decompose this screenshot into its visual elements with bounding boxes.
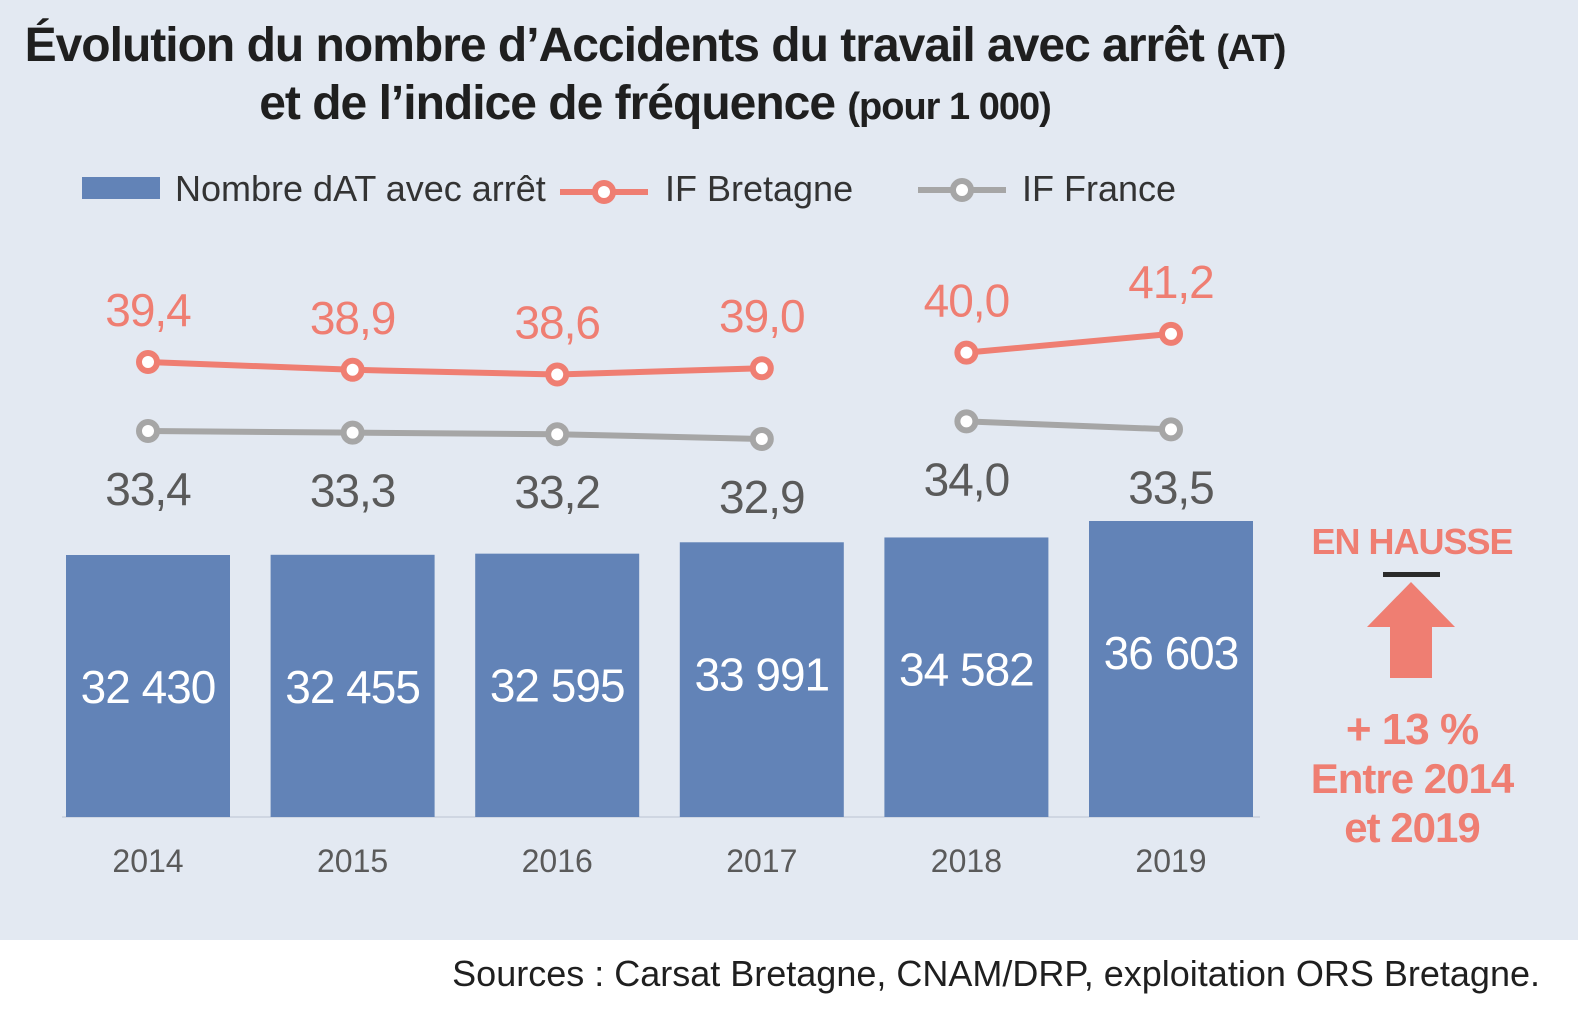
bar-value-label-2016: 32 595	[490, 660, 625, 712]
if-france-point-2017	[749, 427, 774, 451]
if-france-line-segment-2	[966, 418, 1172, 433]
bar-value-label-2018: 34 582	[899, 643, 1034, 695]
callout-value: + 13 %	[1346, 705, 1478, 754]
if-france-line-segment-1	[147, 428, 762, 442]
bar-value-label-2014: 32 430	[81, 661, 216, 713]
if-bretagne-point-2015	[340, 357, 365, 382]
legend-label-if-bretagne: IF Bretagne	[665, 168, 853, 209]
source-note: Sources : Carsat Bretagne, CNAM/DRP, exp…	[452, 953, 1540, 994]
if-bretagne-label-2014: 39,4	[105, 284, 191, 336]
if-bretagne-label-2017: 39,0	[719, 290, 805, 342]
if-bretagne-label-2018: 40,0	[924, 275, 1010, 327]
if-france-point-2014	[136, 419, 160, 443]
if-france-label-2014: 33,4	[105, 463, 191, 515]
bar-2016	[475, 553, 640, 817]
x-tick-label-2016: 2016	[522, 843, 593, 879]
if-bretagne-label-2015: 38,9	[310, 292, 396, 344]
if-bretagne-point-2014	[136, 350, 160, 374]
if-bretagne-line-segment-2	[966, 330, 1172, 356]
title-line-1-suffix: (AT)	[1216, 28, 1286, 70]
callout-text-line-1: Entre 2014	[1311, 755, 1515, 802]
x-tick-label-2017: 2017	[726, 843, 797, 879]
up-arrow-icon	[1367, 582, 1455, 678]
x-tick-label-2019: 2019	[1135, 843, 1206, 879]
bar-value-label-2017: 33 991	[694, 648, 829, 700]
title-line-2-suffix: (pour 1 000)	[847, 86, 1051, 128]
if-france-point-2018	[954, 409, 979, 434]
if-france-point-2016	[545, 422, 570, 447]
if-bretagne-line-segment-1	[147, 359, 762, 378]
bar-value-label-2015: 32 455	[285, 661, 420, 713]
if-france-label-2015: 33,3	[310, 465, 396, 517]
if-france-label-2017: 32,9	[719, 471, 805, 523]
if-france-label-2018: 34,0	[924, 453, 1010, 505]
legend-label-if-france: IF France	[1022, 168, 1176, 209]
bar-2015	[270, 554, 435, 817]
if-france-point-2015	[340, 420, 365, 445]
if-bretagne-label-2019: 41,2	[1128, 256, 1214, 308]
bar-2017	[679, 542, 844, 817]
if-bretagne-point-2016	[545, 362, 570, 387]
x-tick-label-2014: 2014	[112, 843, 183, 879]
if-france-label-2016: 33,2	[514, 466, 600, 518]
if-bretagne-label-2016: 38,6	[514, 296, 600, 348]
x-tick-label-2018: 2018	[931, 843, 1002, 879]
if-france-label-2019: 33,5	[1128, 461, 1214, 513]
x-tick-label-2015: 2015	[317, 843, 388, 879]
bar-2018	[884, 537, 1049, 817]
callout-text-line-2: et 2019	[1344, 804, 1479, 851]
legend-swatch-bars	[82, 177, 160, 199]
callout-heading: EN HAUSSE	[1311, 521, 1512, 562]
bar-2014	[66, 555, 230, 817]
if-bretagne-point-2018	[954, 340, 979, 365]
chart-title-line-1: Évolution du nombre d’Accidents du trava…	[0, 18, 1310, 73]
bar-value-label-2019: 36 603	[1104, 627, 1239, 679]
if-bretagne-point-2017	[749, 356, 774, 381]
legend-swatch-if-bretagne-marker	[592, 180, 616, 204]
chart-title-line-2: et de l’indice de fréquence (pour 1 000)	[0, 76, 1310, 131]
if-france-point-2019	[1159, 417, 1183, 442]
if-bretagne-point-2019	[1159, 321, 1183, 346]
bar-2019	[1089, 521, 1253, 817]
callout-divider	[1383, 572, 1440, 577]
legend-swatch-if-france-marker	[950, 178, 974, 202]
title-line-1-main: Évolution du nombre d’Accidents du trava…	[24, 19, 1205, 72]
chart: 32 430 2014 32 455 2015 32 595 2016 33 991 2017…	[62, 168, 1516, 879]
legend-label-bars: Nombre dAT avec arrêt	[175, 168, 546, 209]
title-line-2-main: et de l’indice de fréquence	[259, 77, 836, 130]
